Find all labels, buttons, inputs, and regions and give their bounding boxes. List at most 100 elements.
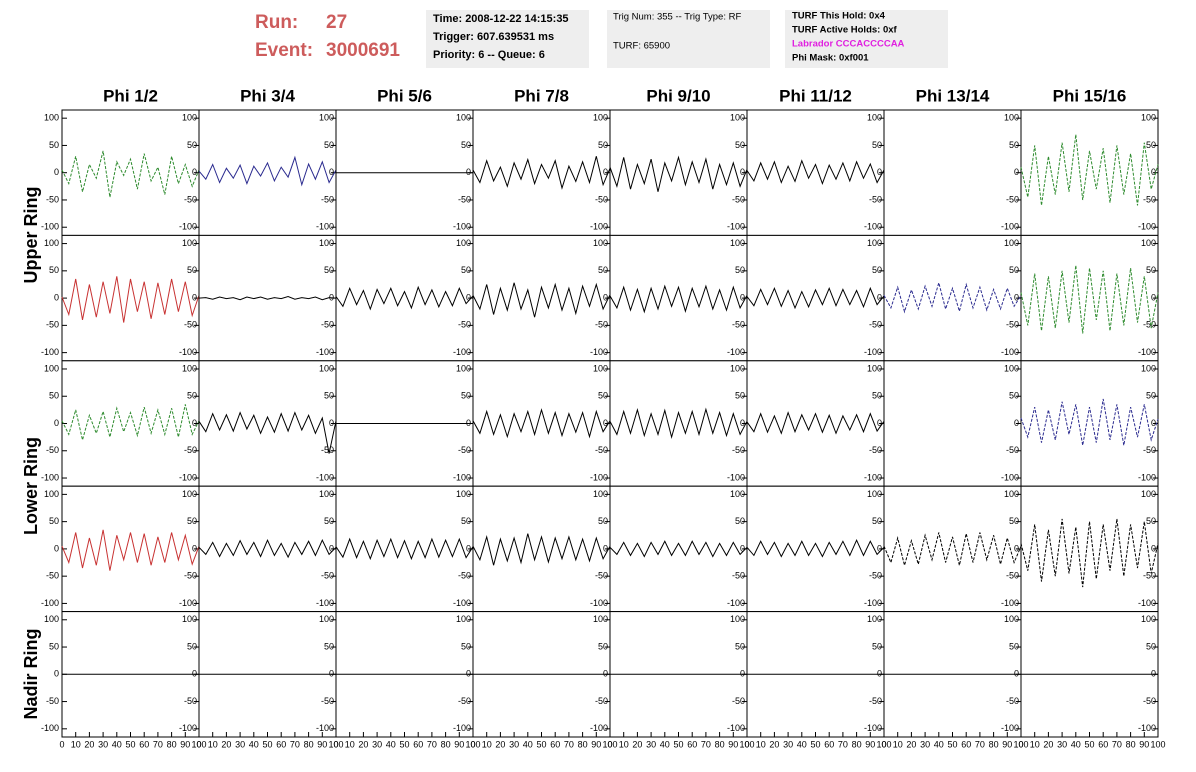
y-tick-label: 0 (54, 543, 59, 553)
y-tick-label: -50 (184, 320, 197, 330)
y-tick-label: 100 (44, 489, 59, 499)
y-tick-label: -100 (453, 472, 471, 482)
y-tick-label: 0 (54, 292, 59, 302)
turf: TURF: 65900 (613, 41, 670, 52)
waveform (746, 159, 885, 186)
y-tick-label: -100 (453, 222, 471, 232)
x-tick-label: 30 (920, 739, 930, 749)
y-tick-label: -50 (458, 194, 471, 204)
ring-label: Nadir Ring (21, 628, 41, 719)
y-tick-label: -100 (453, 598, 471, 608)
panel-frame (61, 360, 200, 487)
y-tick-label: 50 (187, 516, 197, 526)
x-tick-label: 90 (317, 739, 327, 749)
panel-frame (472, 109, 611, 236)
y-tick-label: -100 (179, 472, 197, 482)
x-tick-label: 100 (328, 739, 343, 749)
x-tick-label: 70 (290, 739, 300, 749)
y-tick-label: 50 (324, 140, 334, 150)
y-tick-label: 100 (182, 238, 197, 248)
x-tick-label: 90 (1139, 739, 1149, 749)
y-tick-label: 50 (598, 516, 608, 526)
y-tick-label: 50 (598, 391, 608, 401)
x-tick-label: 60 (824, 739, 834, 749)
y-tick-label: -100 (1001, 347, 1019, 357)
info-box (426, 10, 589, 68)
y-tick-label: -50 (1006, 445, 1019, 455)
y-tick-label: 50 (872, 265, 882, 275)
x-tick-label: 100 (876, 739, 891, 749)
panel-frame (472, 485, 611, 613)
y-tick-label: -100 (41, 347, 59, 357)
y-tick-label: 0 (1151, 167, 1156, 177)
y-tick-label: 100 (730, 113, 745, 123)
y-tick-label: -50 (184, 696, 197, 706)
x-tick-label: 50 (1084, 739, 1094, 749)
waveform (1020, 398, 1159, 446)
x-tick-label: 100 (1013, 739, 1028, 749)
y-tick-label: -50 (595, 445, 608, 455)
y-tick-label: 0 (740, 543, 745, 553)
y-tick-label: -50 (595, 320, 608, 330)
phi-mask: Phi Mask: 0xf001 (792, 53, 869, 64)
y-tick-label: 100 (1141, 489, 1156, 499)
x-tick-label: 10 (756, 739, 766, 749)
y-tick-label: -50 (321, 571, 334, 581)
x-tick-label: 60 (276, 739, 286, 749)
x-tick-label: 80 (1126, 739, 1136, 749)
y-tick-label: -100 (590, 347, 608, 357)
y-tick-label: 100 (456, 238, 471, 248)
y-tick-label: -50 (184, 571, 197, 581)
y-tick-label: 50 (324, 391, 334, 401)
y-tick-label: 50 (324, 641, 334, 651)
x-tick-label: 10 (208, 739, 218, 749)
column-title: Phi 7/8 (514, 86, 569, 105)
y-tick-label: 100 (182, 363, 197, 373)
y-tick-label: 0 (603, 543, 608, 553)
panel-frame (198, 109, 337, 236)
panel-frame (1020, 360, 1159, 487)
y-tick-label: -100 (41, 472, 59, 482)
y-tick-label: -100 (1001, 723, 1019, 733)
waveform (198, 295, 337, 301)
y-tick-label: 50 (187, 391, 197, 401)
y-tick-label: -100 (316, 222, 334, 232)
y-tick-label: 50 (1146, 641, 1156, 651)
y-tick-label: 0 (1151, 418, 1156, 428)
y-tick-label: 100 (1141, 614, 1156, 624)
event-label: Event: (255, 40, 313, 61)
y-tick-label: 50 (461, 265, 471, 275)
x-tick-label: 80 (989, 739, 999, 749)
y-tick-label: -50 (869, 571, 882, 581)
y-tick-label: -50 (595, 194, 608, 204)
y-tick-label: 0 (466, 167, 471, 177)
trigger: Trigger: 607.639531 ms (433, 31, 554, 43)
y-tick-label: 50 (1146, 265, 1156, 275)
y-tick-label: -50 (595, 696, 608, 706)
y-tick-label: 0 (329, 543, 334, 553)
y-tick-label: -50 (184, 194, 197, 204)
y-tick-label: 100 (1004, 489, 1019, 499)
panel-frame (609, 485, 748, 613)
panel-frame (746, 234, 885, 362)
x-tick-label: 20 (769, 739, 779, 749)
x-tick-label: 50 (536, 739, 546, 749)
panel-frame (746, 485, 885, 613)
x-tick-label: 10 (1030, 739, 1040, 749)
y-tick-label: -100 (179, 347, 197, 357)
waveform (746, 411, 885, 435)
y-tick-label: 50 (187, 265, 197, 275)
y-tick-label: 0 (603, 418, 608, 428)
x-tick-label: 90 (1002, 739, 1012, 749)
waveform (61, 529, 200, 571)
y-tick-label: -50 (732, 194, 745, 204)
y-tick-label: 0 (1151, 543, 1156, 553)
x-tick-label: 20 (84, 739, 94, 749)
x-tick-label: 30 (646, 739, 656, 749)
y-tick-label: 50 (461, 140, 471, 150)
x-tick-label: 40 (523, 739, 533, 749)
x-tick-label: 40 (386, 739, 396, 749)
waveform (1020, 265, 1159, 334)
x-tick-label: 90 (180, 739, 190, 749)
y-tick-label: 0 (466, 543, 471, 553)
